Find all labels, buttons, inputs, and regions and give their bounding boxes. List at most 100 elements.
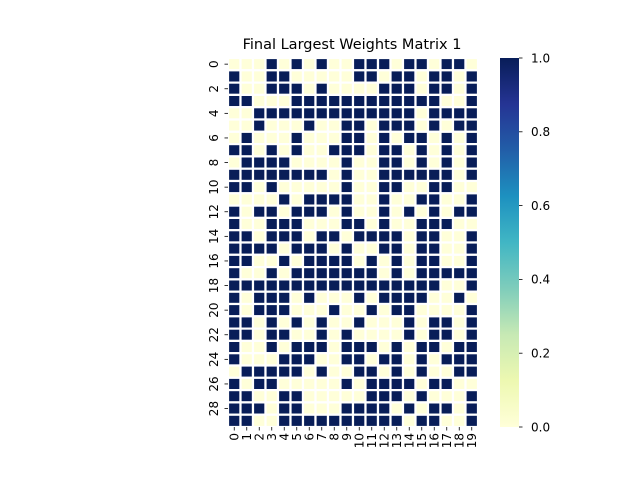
heatmap-cell	[389, 81, 405, 96]
heatmap-cell	[389, 106, 405, 121]
heatmap-cell	[414, 389, 430, 404]
heatmap-cell	[239, 302, 255, 318]
heatmap-cell	[339, 69, 355, 84]
heatmap-cell	[401, 179, 417, 195]
heatmap-cell	[239, 241, 255, 256]
y-tick-label: 10	[207, 180, 221, 195]
heatmap-cell	[226, 327, 242, 343]
heatmap-cell	[276, 56, 292, 72]
heatmap-cell	[226, 69, 242, 84]
heatmap-cell	[326, 266, 342, 281]
heatmap-cell	[364, 339, 380, 355]
heatmap-cell	[414, 192, 430, 207]
heatmap-cell	[264, 413, 280, 429]
heatmap-cell	[276, 69, 292, 84]
heatmap-cell	[351, 93, 367, 109]
heatmap-cell	[401, 93, 417, 109]
heatmap-cell	[264, 389, 280, 404]
heatmap-cell	[264, 278, 280, 293]
heatmap-cell	[226, 278, 242, 293]
heatmap-cell	[451, 364, 467, 379]
heatmap-cell	[264, 56, 280, 72]
heatmap-cell	[326, 130, 342, 146]
heatmap-cell	[314, 352, 330, 367]
heatmap-cell	[439, 167, 455, 183]
heatmap-cell	[239, 179, 255, 195]
heatmap-cell	[226, 118, 242, 133]
heatmap-cell	[464, 216, 480, 232]
heatmap-cell	[226, 106, 242, 121]
heatmap-cell	[289, 93, 305, 109]
heatmap-cell	[351, 229, 367, 244]
heatmap-cell	[401, 229, 417, 244]
heatmap-cell	[289, 364, 305, 379]
heatmap-cell	[426, 266, 442, 281]
heatmap-cell	[439, 315, 455, 330]
heatmap-cell	[414, 155, 430, 170]
heatmap-cell	[301, 364, 317, 379]
y-tick-label: 16	[207, 253, 221, 268]
heatmap-cell	[239, 130, 255, 146]
heatmap-cell	[226, 167, 242, 183]
heatmap-cell	[301, 413, 317, 429]
heatmap-cell	[251, 216, 267, 232]
heatmap-cell	[439, 389, 455, 404]
heatmap-cell	[239, 278, 255, 293]
heatmap-cell	[364, 143, 380, 158]
y-tick-label: 26	[207, 376, 221, 391]
heatmap-cell	[451, 413, 467, 429]
heatmap-cell	[239, 290, 255, 306]
heatmap-cell	[439, 216, 455, 232]
heatmap-cell	[289, 266, 305, 281]
heatmap-cell	[289, 229, 305, 244]
heatmap-cell	[339, 155, 355, 170]
heatmap-cell	[251, 315, 267, 330]
heatmap-cell	[339, 241, 355, 256]
heatmap-cell	[326, 118, 342, 133]
heatmap-cell	[226, 179, 242, 195]
heatmap-cell	[414, 143, 430, 158]
heatmap-cell	[226, 290, 242, 306]
heatmap-cell	[314, 155, 330, 170]
heatmap-cell	[289, 376, 305, 392]
heatmap-cell	[276, 352, 292, 367]
heatmap-cell	[401, 389, 417, 404]
heatmap-cell	[251, 376, 267, 392]
heatmap-cell	[239, 389, 255, 404]
heatmap-cell	[439, 179, 455, 195]
heatmap-cell	[389, 241, 405, 256]
heatmap-cell	[301, 130, 317, 146]
heatmap-cell	[264, 241, 280, 256]
heatmap-cell	[426, 69, 442, 84]
heatmap-cell	[326, 204, 342, 220]
heatmap-cell	[326, 389, 342, 404]
heatmap-cell	[239, 216, 255, 232]
heatmap-cell	[414, 56, 430, 72]
heatmap-cell	[401, 167, 417, 183]
heatmap-cell	[376, 266, 392, 281]
heatmap-cell	[251, 413, 267, 429]
heatmap-cell	[376, 216, 392, 232]
heatmap-cell	[439, 401, 455, 416]
heatmap-cell	[364, 376, 380, 392]
heatmap-cell	[351, 315, 367, 330]
heatmap-cell	[314, 130, 330, 146]
heatmap-cell	[314, 389, 330, 404]
heatmap-cell	[401, 413, 417, 429]
heatmap-cell	[264, 155, 280, 170]
heatmap-cell	[376, 130, 392, 146]
x-tick-label: 14	[402, 433, 416, 448]
heatmap-cell	[464, 302, 480, 318]
heatmap-cell	[464, 179, 480, 195]
heatmap-cell	[339, 266, 355, 281]
heatmap-cell	[376, 241, 392, 256]
heatmap-cell	[389, 364, 405, 379]
heatmap-cell	[326, 302, 342, 318]
heatmap-cell	[239, 376, 255, 392]
heatmap-cell	[389, 216, 405, 232]
heatmap-cell	[264, 130, 280, 146]
heatmap-cell	[351, 192, 367, 207]
heatmap-cell	[326, 376, 342, 392]
x-tick-label: 13	[390, 433, 404, 448]
